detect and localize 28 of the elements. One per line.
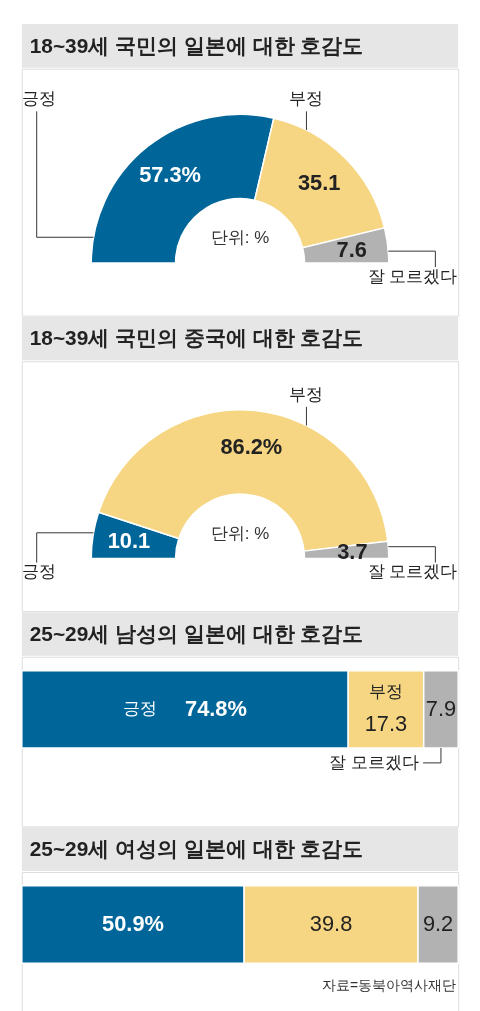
series-label: 부정 <box>368 682 403 702</box>
slice-label: 잘 모르겠다 <box>367 562 458 582</box>
slice-label: 긍정 <box>21 562 56 582</box>
chart-title: 25~29세 남성의 일본에 대한 호감도 <box>29 621 364 645</box>
chart-title: 18~39세 국민의 일본에 대한 호감도 <box>29 33 364 57</box>
data-label: 50.9% <box>102 911 164 937</box>
data-label: 7.9 <box>425 696 457 722</box>
text: 단위: % <box>210 523 270 543</box>
chart-title: 18~39세 국민의 중국에 대한 호감도 <box>29 326 364 350</box>
slice-label: 긍정 <box>21 89 56 109</box>
slice-label: 부정 <box>289 89 324 109</box>
data-label: 17.3 <box>364 711 408 737</box>
slice-label: 잘 모르겠다 <box>367 266 458 286</box>
data-label: 57.3% <box>139 161 201 187</box>
slice-label: 부정 <box>289 384 324 404</box>
text: 단위: % <box>210 228 270 248</box>
data-label: 35.1 <box>298 170 341 196</box>
data-label: 10.1 <box>107 527 151 553</box>
series-label: 긍정 <box>123 699 158 719</box>
data-label: 86.2% <box>220 433 283 459</box>
data-label: 39.8 <box>309 911 353 937</box>
data-label: 7.6 <box>336 236 367 262</box>
series-label: 잘 모르겠다 <box>329 752 420 772</box>
data-label: 3.7 <box>337 538 368 564</box>
data-label: 9.2 <box>422 911 454 937</box>
chart-title: 25~29세 여성의 일본에 대한 호감도 <box>29 837 364 861</box>
text: 자료=동북아역사재단 <box>322 977 457 993</box>
data-label: 74.8% <box>185 696 247 722</box>
